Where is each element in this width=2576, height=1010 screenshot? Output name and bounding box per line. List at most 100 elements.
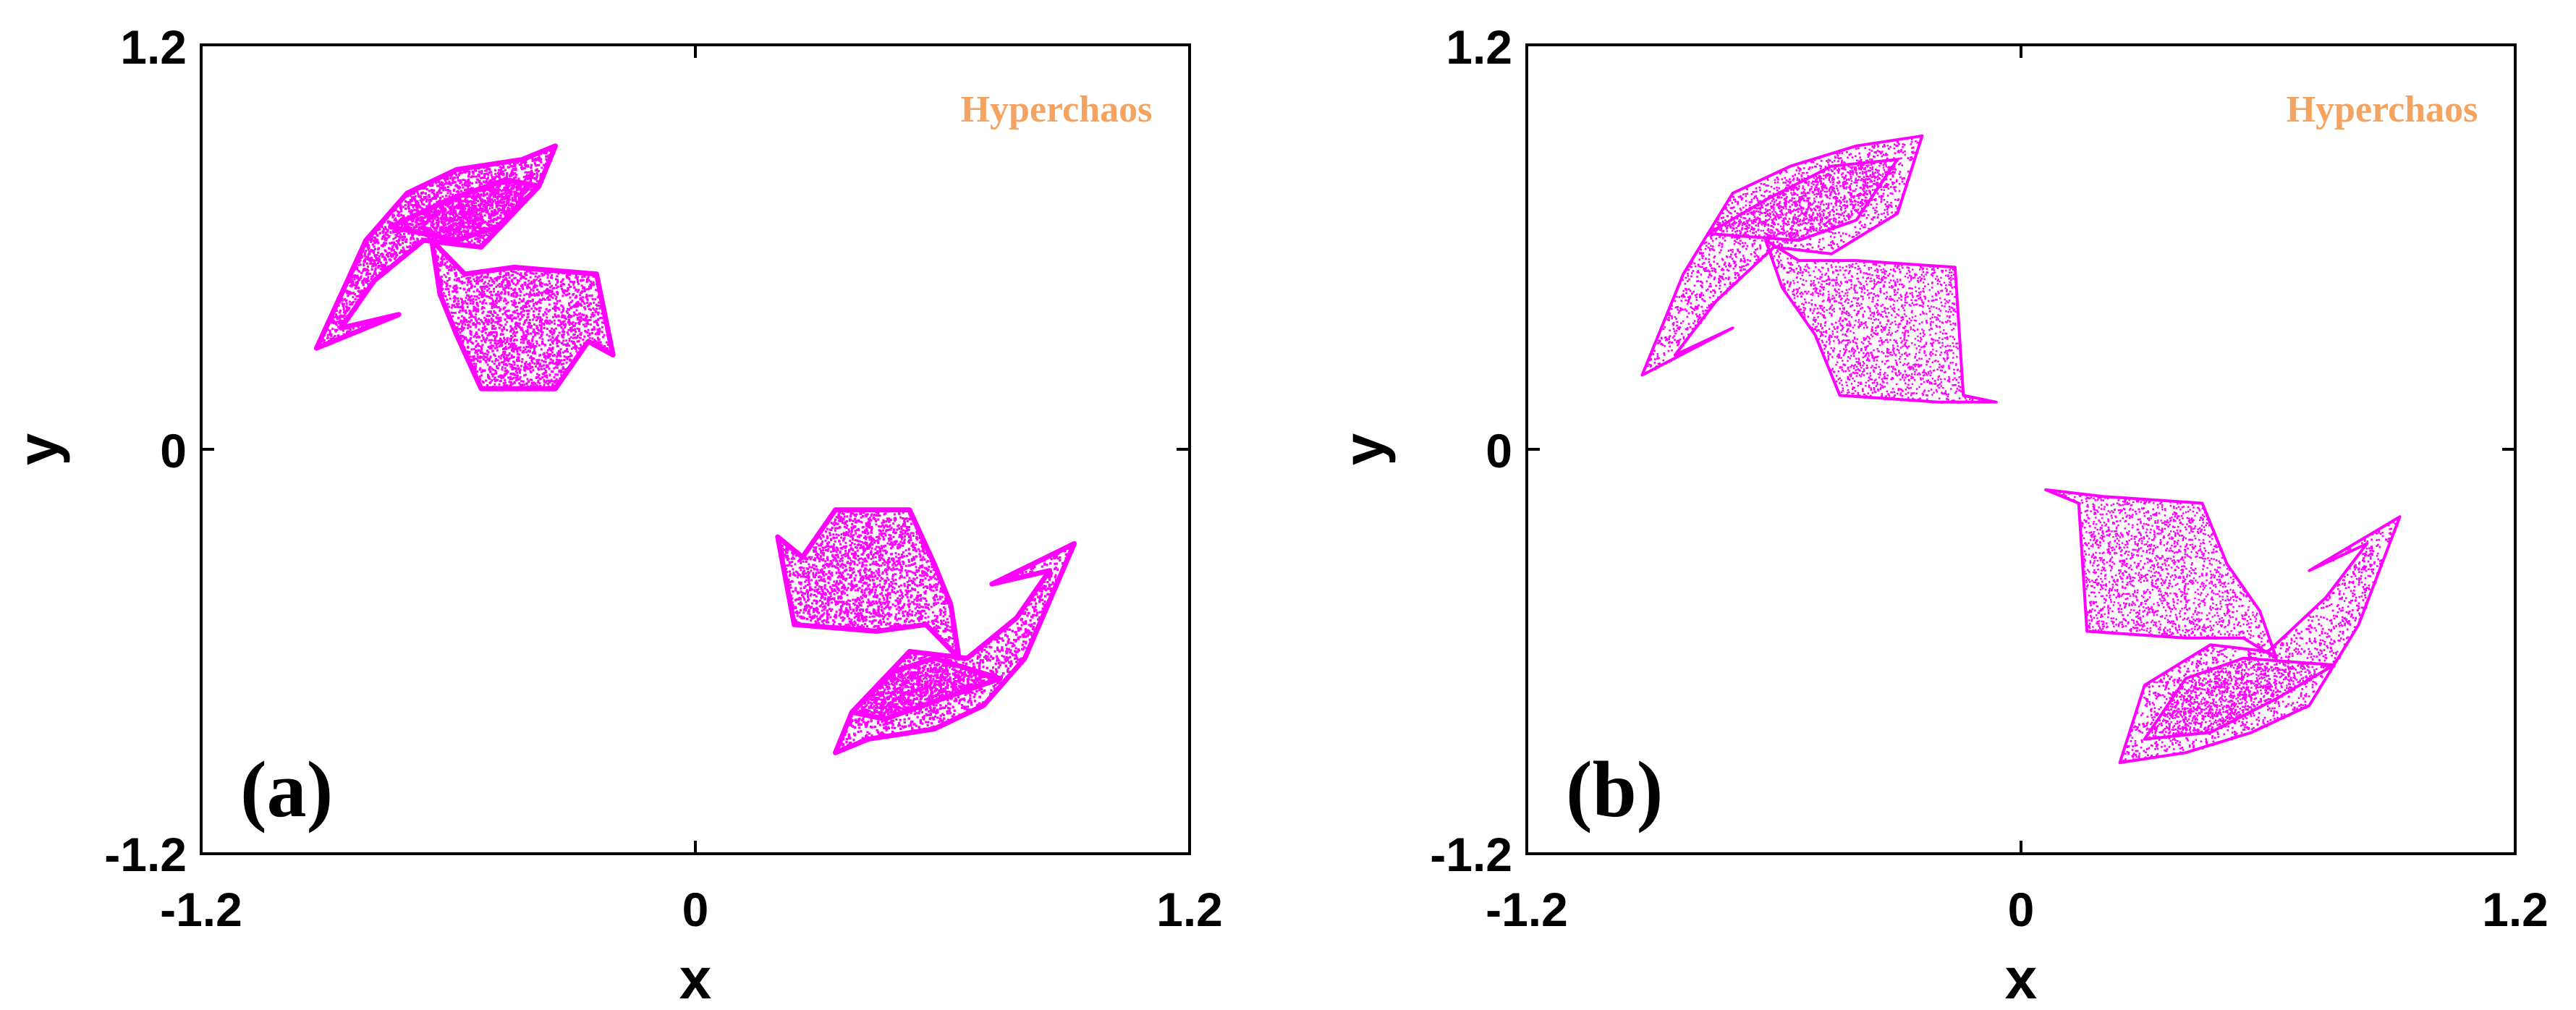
data-point — [367, 248, 370, 251]
data-point — [475, 175, 478, 178]
data-point — [549, 344, 551, 347]
data-point — [426, 220, 429, 223]
data-point — [428, 201, 431, 204]
data-point — [494, 172, 497, 175]
data-point — [410, 210, 412, 213]
data-point — [369, 262, 372, 265]
data-point — [418, 205, 420, 208]
data-point — [380, 263, 383, 266]
data-point — [409, 199, 412, 202]
data-point — [344, 312, 347, 315]
data-point — [412, 196, 415, 199]
data-point — [355, 294, 358, 297]
data-point — [446, 185, 449, 188]
data-point — [378, 232, 381, 234]
data-point — [350, 285, 353, 288]
data-point — [422, 198, 425, 201]
data-point — [435, 221, 438, 224]
data-point — [376, 254, 378, 257]
data-point — [461, 184, 464, 186]
data-point — [390, 249, 393, 252]
data-point — [508, 362, 511, 365]
data-point — [477, 360, 479, 362]
data-point — [434, 197, 437, 200]
data-point — [452, 202, 454, 205]
data-point — [473, 290, 475, 293]
data-point — [465, 291, 467, 294]
data-point — [454, 215, 457, 218]
data-point — [336, 321, 339, 323]
data-point — [535, 279, 538, 281]
data-point — [575, 309, 578, 312]
data-point — [370, 249, 373, 252]
data-point — [443, 177, 446, 180]
data-point — [486, 172, 488, 175]
data-point — [375, 257, 378, 260]
data-point — [361, 289, 364, 292]
data-point — [377, 247, 380, 250]
data-point — [363, 277, 366, 280]
data-point — [373, 260, 376, 263]
data-point — [488, 232, 491, 235]
data-point — [332, 336, 335, 339]
data-point — [391, 245, 394, 248]
data-point — [388, 247, 390, 250]
data-point — [522, 310, 525, 313]
data-point — [533, 173, 536, 175]
data-point — [493, 383, 496, 386]
data-point — [475, 169, 478, 172]
data-point — [489, 341, 492, 344]
data-point — [360, 271, 363, 274]
data-point — [478, 235, 481, 238]
data-point — [496, 314, 499, 317]
data-point — [399, 244, 402, 246]
data-point — [589, 323, 592, 326]
data-point — [475, 313, 478, 316]
data-point — [550, 358, 553, 361]
data-point — [459, 186, 462, 189]
data-point — [457, 191, 460, 194]
data-point — [442, 218, 445, 221]
data-point — [528, 174, 530, 177]
data-point — [443, 273, 446, 276]
data-point — [416, 237, 419, 240]
data-point — [415, 226, 418, 228]
data-point — [583, 335, 586, 338]
data-point — [386, 234, 389, 237]
data-point — [491, 178, 494, 181]
data-point — [366, 258, 369, 261]
data-point — [349, 284, 352, 287]
data-point — [428, 198, 431, 201]
data-point — [372, 264, 375, 267]
data-point — [511, 169, 514, 172]
data-point — [373, 270, 376, 273]
data-point — [383, 242, 386, 245]
data-point — [396, 254, 399, 257]
data-point — [535, 365, 537, 368]
data-point — [491, 180, 493, 183]
data-point — [535, 175, 538, 178]
data-point — [501, 170, 504, 173]
data-point — [539, 315, 542, 318]
data-point — [465, 277, 468, 280]
data-point — [514, 165, 517, 167]
data-point — [373, 249, 376, 252]
data-point — [491, 176, 493, 179]
data-point — [424, 192, 427, 195]
data-point — [428, 203, 431, 206]
data-point — [473, 242, 476, 245]
data-point — [484, 221, 487, 224]
data-point — [402, 238, 405, 241]
data-point — [339, 319, 342, 322]
data-point — [410, 203, 412, 206]
data-point — [345, 302, 348, 305]
data-point — [558, 331, 561, 334]
data-point — [517, 199, 520, 201]
data-point — [383, 256, 386, 259]
data-point — [514, 169, 517, 171]
data-point — [398, 239, 400, 242]
data-point — [360, 275, 363, 278]
data-point — [419, 196, 422, 199]
data-point — [530, 173, 533, 176]
data-point — [358, 270, 361, 273]
